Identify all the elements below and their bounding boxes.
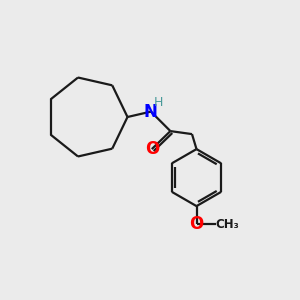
Text: O: O (189, 215, 204, 233)
Text: H: H (154, 96, 163, 109)
Text: CH₃: CH₃ (215, 218, 239, 231)
Text: N: N (144, 103, 158, 121)
Text: O: O (145, 140, 159, 158)
